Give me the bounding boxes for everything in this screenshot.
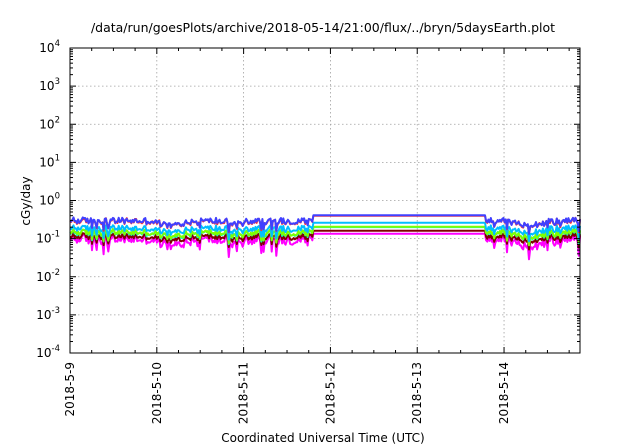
- y-axis-label: cGy/day: [19, 176, 33, 225]
- x-tick-label: 2018-5-14: [497, 362, 511, 424]
- y-tick-labels: 10-4 10-3 10-2 10-1 100 101 102 103 104: [36, 39, 60, 360]
- x-tick-label: 2018-5-13: [410, 362, 424, 424]
- y-tick-label: 102: [39, 115, 60, 131]
- y-tick-label: 10-4: [36, 344, 60, 360]
- y-tick-label: 104: [39, 39, 60, 55]
- series-group: [69, 214, 581, 261]
- y-tick-label: 10-2: [36, 268, 60, 284]
- y-tick-label: 10-3: [36, 306, 60, 322]
- y-tick-label: 100: [39, 192, 60, 208]
- series-line: [69, 214, 581, 235]
- x-axis-label: Coordinated Universal Time (UTC): [221, 431, 424, 445]
- y-tick-label: 101: [39, 153, 60, 169]
- x-tick-label: 2018-5-12: [323, 362, 337, 424]
- grid: [70, 48, 580, 353]
- x-tick-label: 2018-5-10: [150, 362, 164, 424]
- series-line: [69, 232, 581, 261]
- y-tick-label: 10-1: [36, 230, 60, 246]
- series-line: [69, 229, 581, 251]
- chart-title: /data/run/goesPlots/archive/2018-05-14/2…: [91, 20, 555, 35]
- y-tick-label: 103: [39, 77, 60, 93]
- series-line: [69, 221, 581, 243]
- x-tick-label: 2018-5-11: [237, 362, 251, 424]
- series-line: [69, 225, 581, 247]
- ticks: [69, 47, 580, 354]
- x-tick-labels: 2018-5-9 2018-5-10 2018-5-11 2018-5-12 2018-…: [63, 362, 511, 424]
- x-tick-label: 2018-5-9: [63, 362, 77, 416]
